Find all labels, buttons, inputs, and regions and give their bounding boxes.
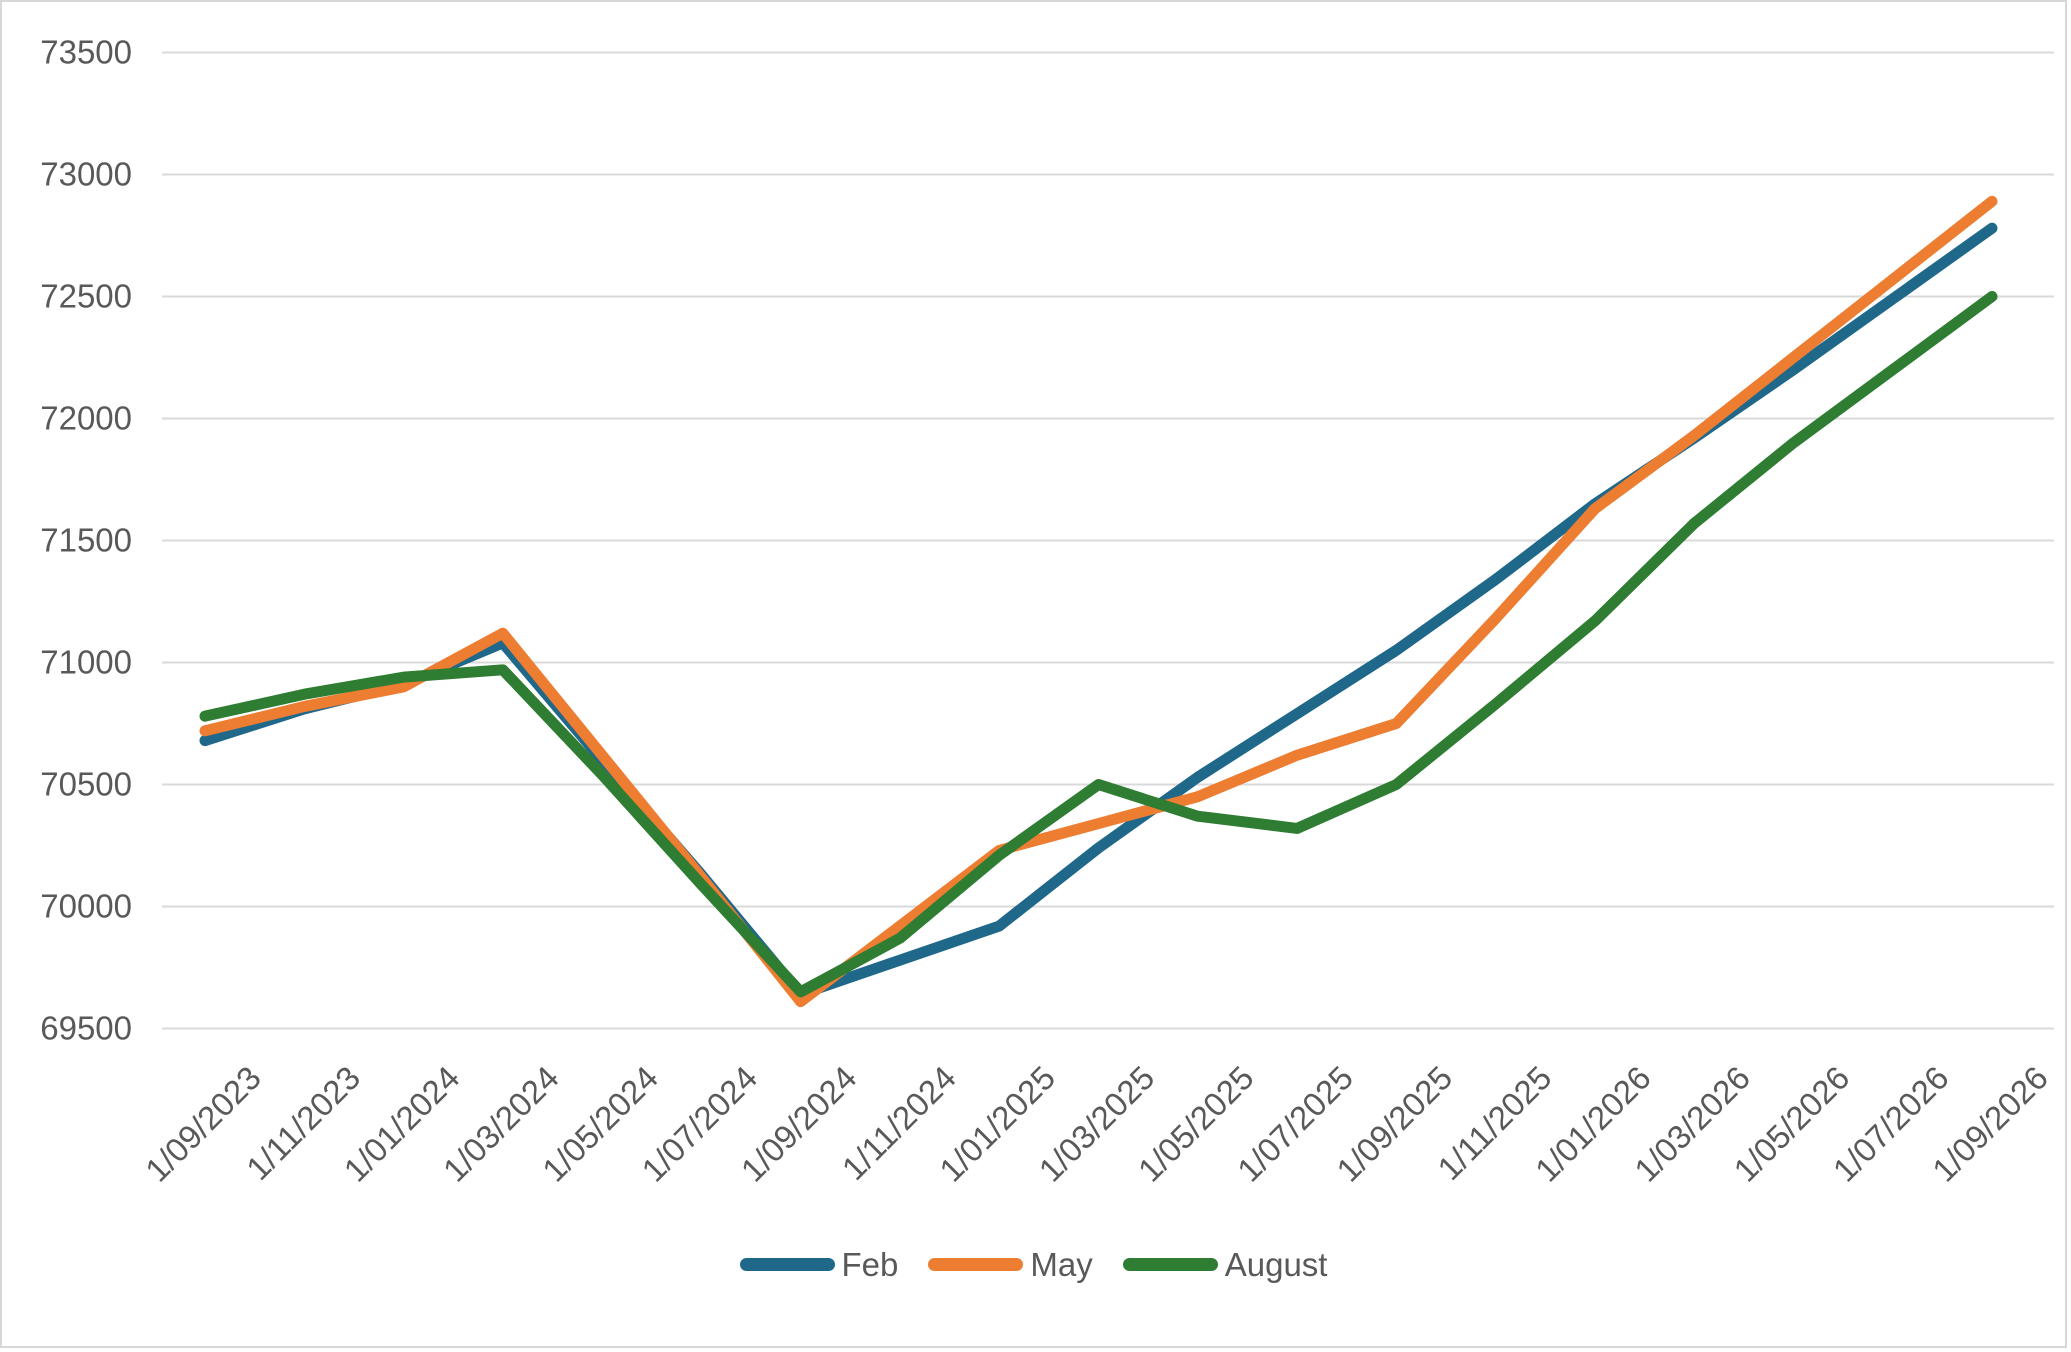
gridlines	[162, 51, 2054, 1030]
legend-swatch-feb	[739, 1258, 835, 1271]
legend-label: Feb	[841, 1246, 899, 1283]
y-tick-label: 69500	[40, 1010, 132, 1047]
y-tick-label: 71500	[40, 522, 132, 559]
legend-item-august: August	[1122, 1246, 1328, 1283]
series-line-feb	[199, 222, 1998, 1000]
series-line-may	[199, 195, 1998, 1008]
legend-swatch-may	[928, 1258, 1024, 1271]
legend-swatch-august	[1122, 1258, 1218, 1271]
x-axis-labels: 1/09/20231/11/20231/01/20241/03/20241/05…	[138, 1059, 2055, 1189]
legend-label: August	[1224, 1246, 1328, 1283]
y-tick-label: 70000	[40, 888, 132, 925]
series-line-august	[199, 291, 1998, 998]
chart-legend: Feb May August	[2, 1248, 2065, 1281]
y-tick-label: 70500	[40, 766, 132, 803]
y-tick-label: 73500	[40, 34, 132, 71]
y-axis-labels: 69500 70000 70500 71000 71500 72000 72500 73000…	[40, 34, 132, 1047]
legend-item-may: May	[928, 1246, 1093, 1283]
y-tick-label: 73000	[40, 156, 132, 193]
y-tick-label: 71000	[40, 644, 132, 681]
legend-item-feb: Feb	[739, 1246, 899, 1283]
legend-label: May	[1030, 1246, 1093, 1283]
y-tick-label: 72000	[40, 400, 132, 437]
y-tick-label: 72500	[40, 278, 132, 315]
